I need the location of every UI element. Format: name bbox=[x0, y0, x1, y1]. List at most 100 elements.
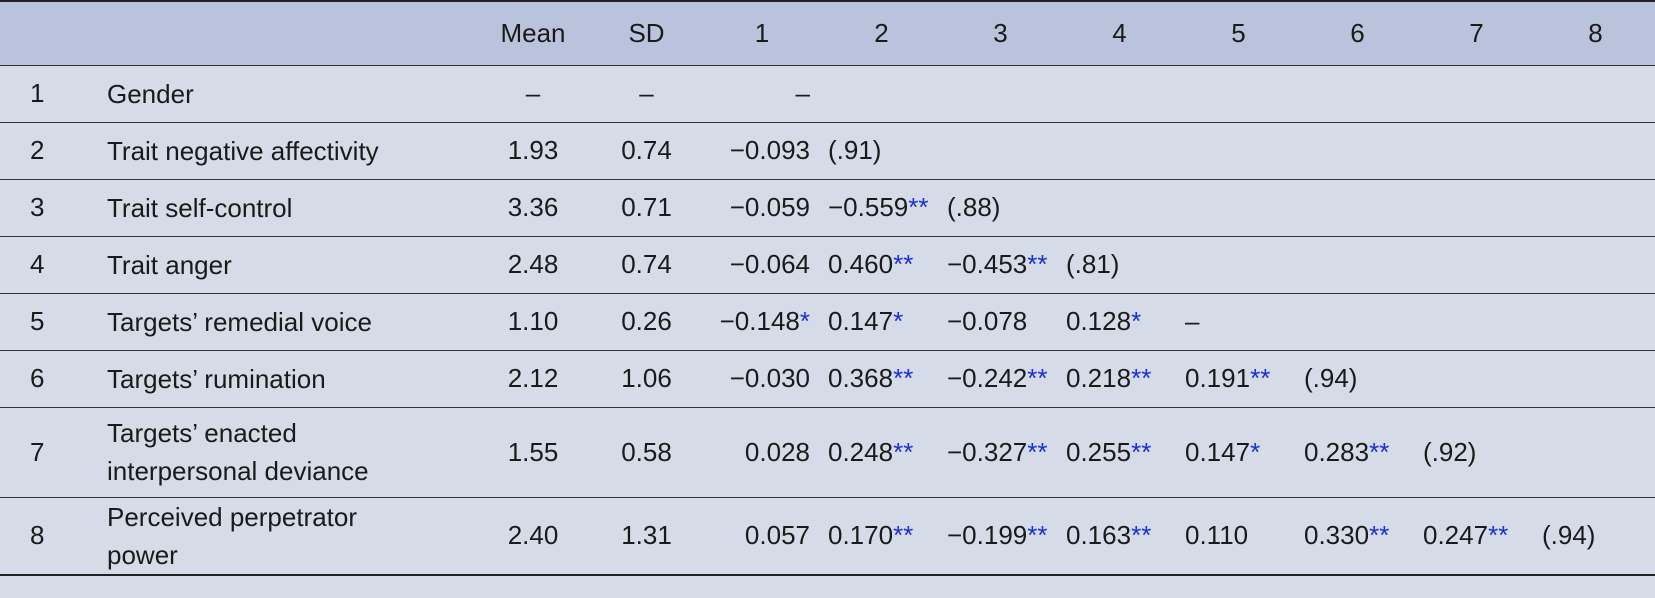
table-row: 5 Targets’ remedial voice 1.10 0.26 −0.148* 0… bbox=[0, 293, 1655, 350]
correlation-cell: 0.330** bbox=[1298, 497, 1417, 575]
empty-cell bbox=[1536, 122, 1655, 179]
row-label: Targets’ enacted interpersonal deviance bbox=[107, 418, 369, 486]
correlation-value: −0.148 bbox=[719, 306, 800, 336]
significance-marker: ** bbox=[1250, 363, 1271, 393]
correlation-cell: −0.559** bbox=[822, 179, 941, 236]
empty-cell bbox=[1417, 65, 1536, 122]
column-header: 5 bbox=[1231, 17, 1246, 48]
empty-cell bbox=[1536, 293, 1655, 350]
empty-cell bbox=[1179, 122, 1298, 179]
correlation-cell: 0.191** bbox=[1179, 350, 1298, 407]
correlation-value: 0.170 bbox=[828, 520, 894, 550]
mean-cell: 3.36 bbox=[507, 192, 559, 222]
column-header: 2 bbox=[874, 17, 889, 48]
correlation-value: 0.218 bbox=[1066, 363, 1132, 393]
significance-marker: ** bbox=[893, 249, 914, 279]
table-body: 1 Gender – – – 2 Trait negative affectivity 1.9… bbox=[0, 65, 1655, 575]
correlation-cell: 0.147* bbox=[1179, 407, 1298, 497]
table-header: Mean SD 1 2 3 4 5 6 7 8 bbox=[0, 1, 1655, 65]
mean-cell: 2.12 bbox=[507, 363, 559, 393]
mean-cell: – bbox=[525, 78, 541, 108]
correlation-table: Mean SD 1 2 3 4 5 6 7 8 1 Gender – – – 2 Trait negative… bbox=[0, 1, 1655, 575]
sd-cell: – bbox=[639, 78, 654, 108]
empty-cell bbox=[1417, 122, 1536, 179]
correlation-cell: 0.368** bbox=[822, 350, 941, 407]
correlation-cell: −0.093 bbox=[729, 135, 810, 165]
empty-cell bbox=[1179, 65, 1298, 122]
correlation-cell: 0.028 bbox=[744, 436, 810, 467]
empty-cell bbox=[1536, 350, 1655, 407]
correlation-value: −0.559 bbox=[828, 192, 909, 222]
correlation-value: 0.191 bbox=[1185, 363, 1251, 393]
significance-marker: ** bbox=[1027, 520, 1048, 550]
table-row: 4 Trait anger 2.48 0.74 −0.064 0.460** −0.453*… bbox=[0, 236, 1655, 293]
table-row: 2 Trait negative affectivity 1.93 0.74 −0.09… bbox=[0, 122, 1655, 179]
correlation-value: −0.453 bbox=[947, 249, 1028, 279]
correlation-cell: 0.248** bbox=[822, 407, 941, 497]
row-number: 8 bbox=[30, 520, 45, 550]
correlation-value: 0.330 bbox=[1304, 520, 1370, 550]
table-row: 8 Perceived perpetrator power 2.40 1.31 0.05… bbox=[0, 497, 1655, 575]
correlation-cell: −0.078 bbox=[947, 306, 1028, 336]
significance-marker: ** bbox=[908, 192, 929, 222]
significance-marker: ** bbox=[893, 363, 914, 393]
row-number: 5 bbox=[30, 306, 45, 336]
row-number: 4 bbox=[30, 249, 45, 279]
significance-marker: ** bbox=[893, 436, 914, 467]
correlation-cell: 0.247** bbox=[1417, 497, 1536, 575]
correlation-value: 0.163 bbox=[1066, 520, 1132, 550]
sd-cell: 0.71 bbox=[621, 192, 672, 222]
significance-marker: * bbox=[1131, 306, 1142, 336]
table-row: 3 Trait self-control 3.36 0.71 −0.059 −0.559*… bbox=[0, 179, 1655, 236]
correlation-cell: (.94) bbox=[1304, 363, 1358, 393]
correlation-cell: (.88) bbox=[947, 192, 1001, 222]
empty-cell bbox=[1060, 65, 1179, 122]
empty-cell bbox=[1298, 122, 1417, 179]
empty-cell bbox=[941, 65, 1060, 122]
correlation-cell: 0.128* bbox=[1060, 293, 1179, 350]
significance-marker: ** bbox=[1369, 520, 1390, 550]
empty-cell bbox=[1417, 236, 1536, 293]
correlation-cell: −0.059 bbox=[729, 192, 810, 222]
significance-marker: ** bbox=[1369, 436, 1390, 467]
significance-marker: ** bbox=[1131, 520, 1152, 550]
column-header: Mean bbox=[500, 17, 566, 48]
correlation-cell: −0.030 bbox=[729, 363, 810, 393]
correlation-cell: 0.057 bbox=[744, 520, 810, 550]
row-label: Targets’ remedial voice bbox=[107, 306, 372, 337]
row-label: Perceived perpetrator power bbox=[107, 501, 358, 570]
empty-cell bbox=[1298, 65, 1417, 122]
empty-cell bbox=[1536, 236, 1655, 293]
empty-cell bbox=[1179, 179, 1298, 236]
empty-cell bbox=[941, 122, 1060, 179]
correlation-cell: −0.453** bbox=[941, 236, 1060, 293]
correlation-cell: 0.147* bbox=[822, 293, 941, 350]
correlation-value: 0.147 bbox=[1185, 436, 1251, 467]
empty-cell bbox=[1536, 179, 1655, 236]
header-cell bbox=[0, 1, 93, 65]
mean-cell: 1.55 bbox=[507, 436, 559, 467]
correlation-value: 0.247 bbox=[1423, 520, 1489, 550]
correlation-value: −0.199 bbox=[947, 520, 1028, 550]
correlation-cell: (.94) bbox=[1542, 520, 1596, 550]
sd-cell: 1.06 bbox=[621, 363, 672, 393]
empty-cell bbox=[1417, 293, 1536, 350]
table-row: 1 Gender – – – bbox=[0, 65, 1655, 122]
column-header: 7 bbox=[1469, 17, 1484, 48]
correlation-cell: 0.255** bbox=[1060, 407, 1179, 497]
significance-marker: ** bbox=[1027, 249, 1048, 279]
empty-cell bbox=[1060, 122, 1179, 179]
mean-cell: 2.48 bbox=[507, 249, 559, 279]
row-label: Trait anger bbox=[107, 249, 232, 280]
significance-marker: ** bbox=[1488, 520, 1509, 550]
correlation-cell: −0.242** bbox=[941, 350, 1060, 407]
header-row: Mean SD 1 2 3 4 5 6 7 8 bbox=[0, 1, 1655, 65]
column-header: 4 bbox=[1112, 17, 1127, 48]
correlation-value: 0.460 bbox=[828, 249, 894, 279]
significance-marker: ** bbox=[893, 520, 914, 550]
correlation-cell: 0.170** bbox=[822, 497, 941, 575]
correlation-value: 0.283 bbox=[1304, 436, 1370, 467]
table-row: 7 Targets’ enacted interpersonal deviance… bbox=[0, 407, 1655, 497]
mean-cell: 1.93 bbox=[507, 135, 559, 165]
